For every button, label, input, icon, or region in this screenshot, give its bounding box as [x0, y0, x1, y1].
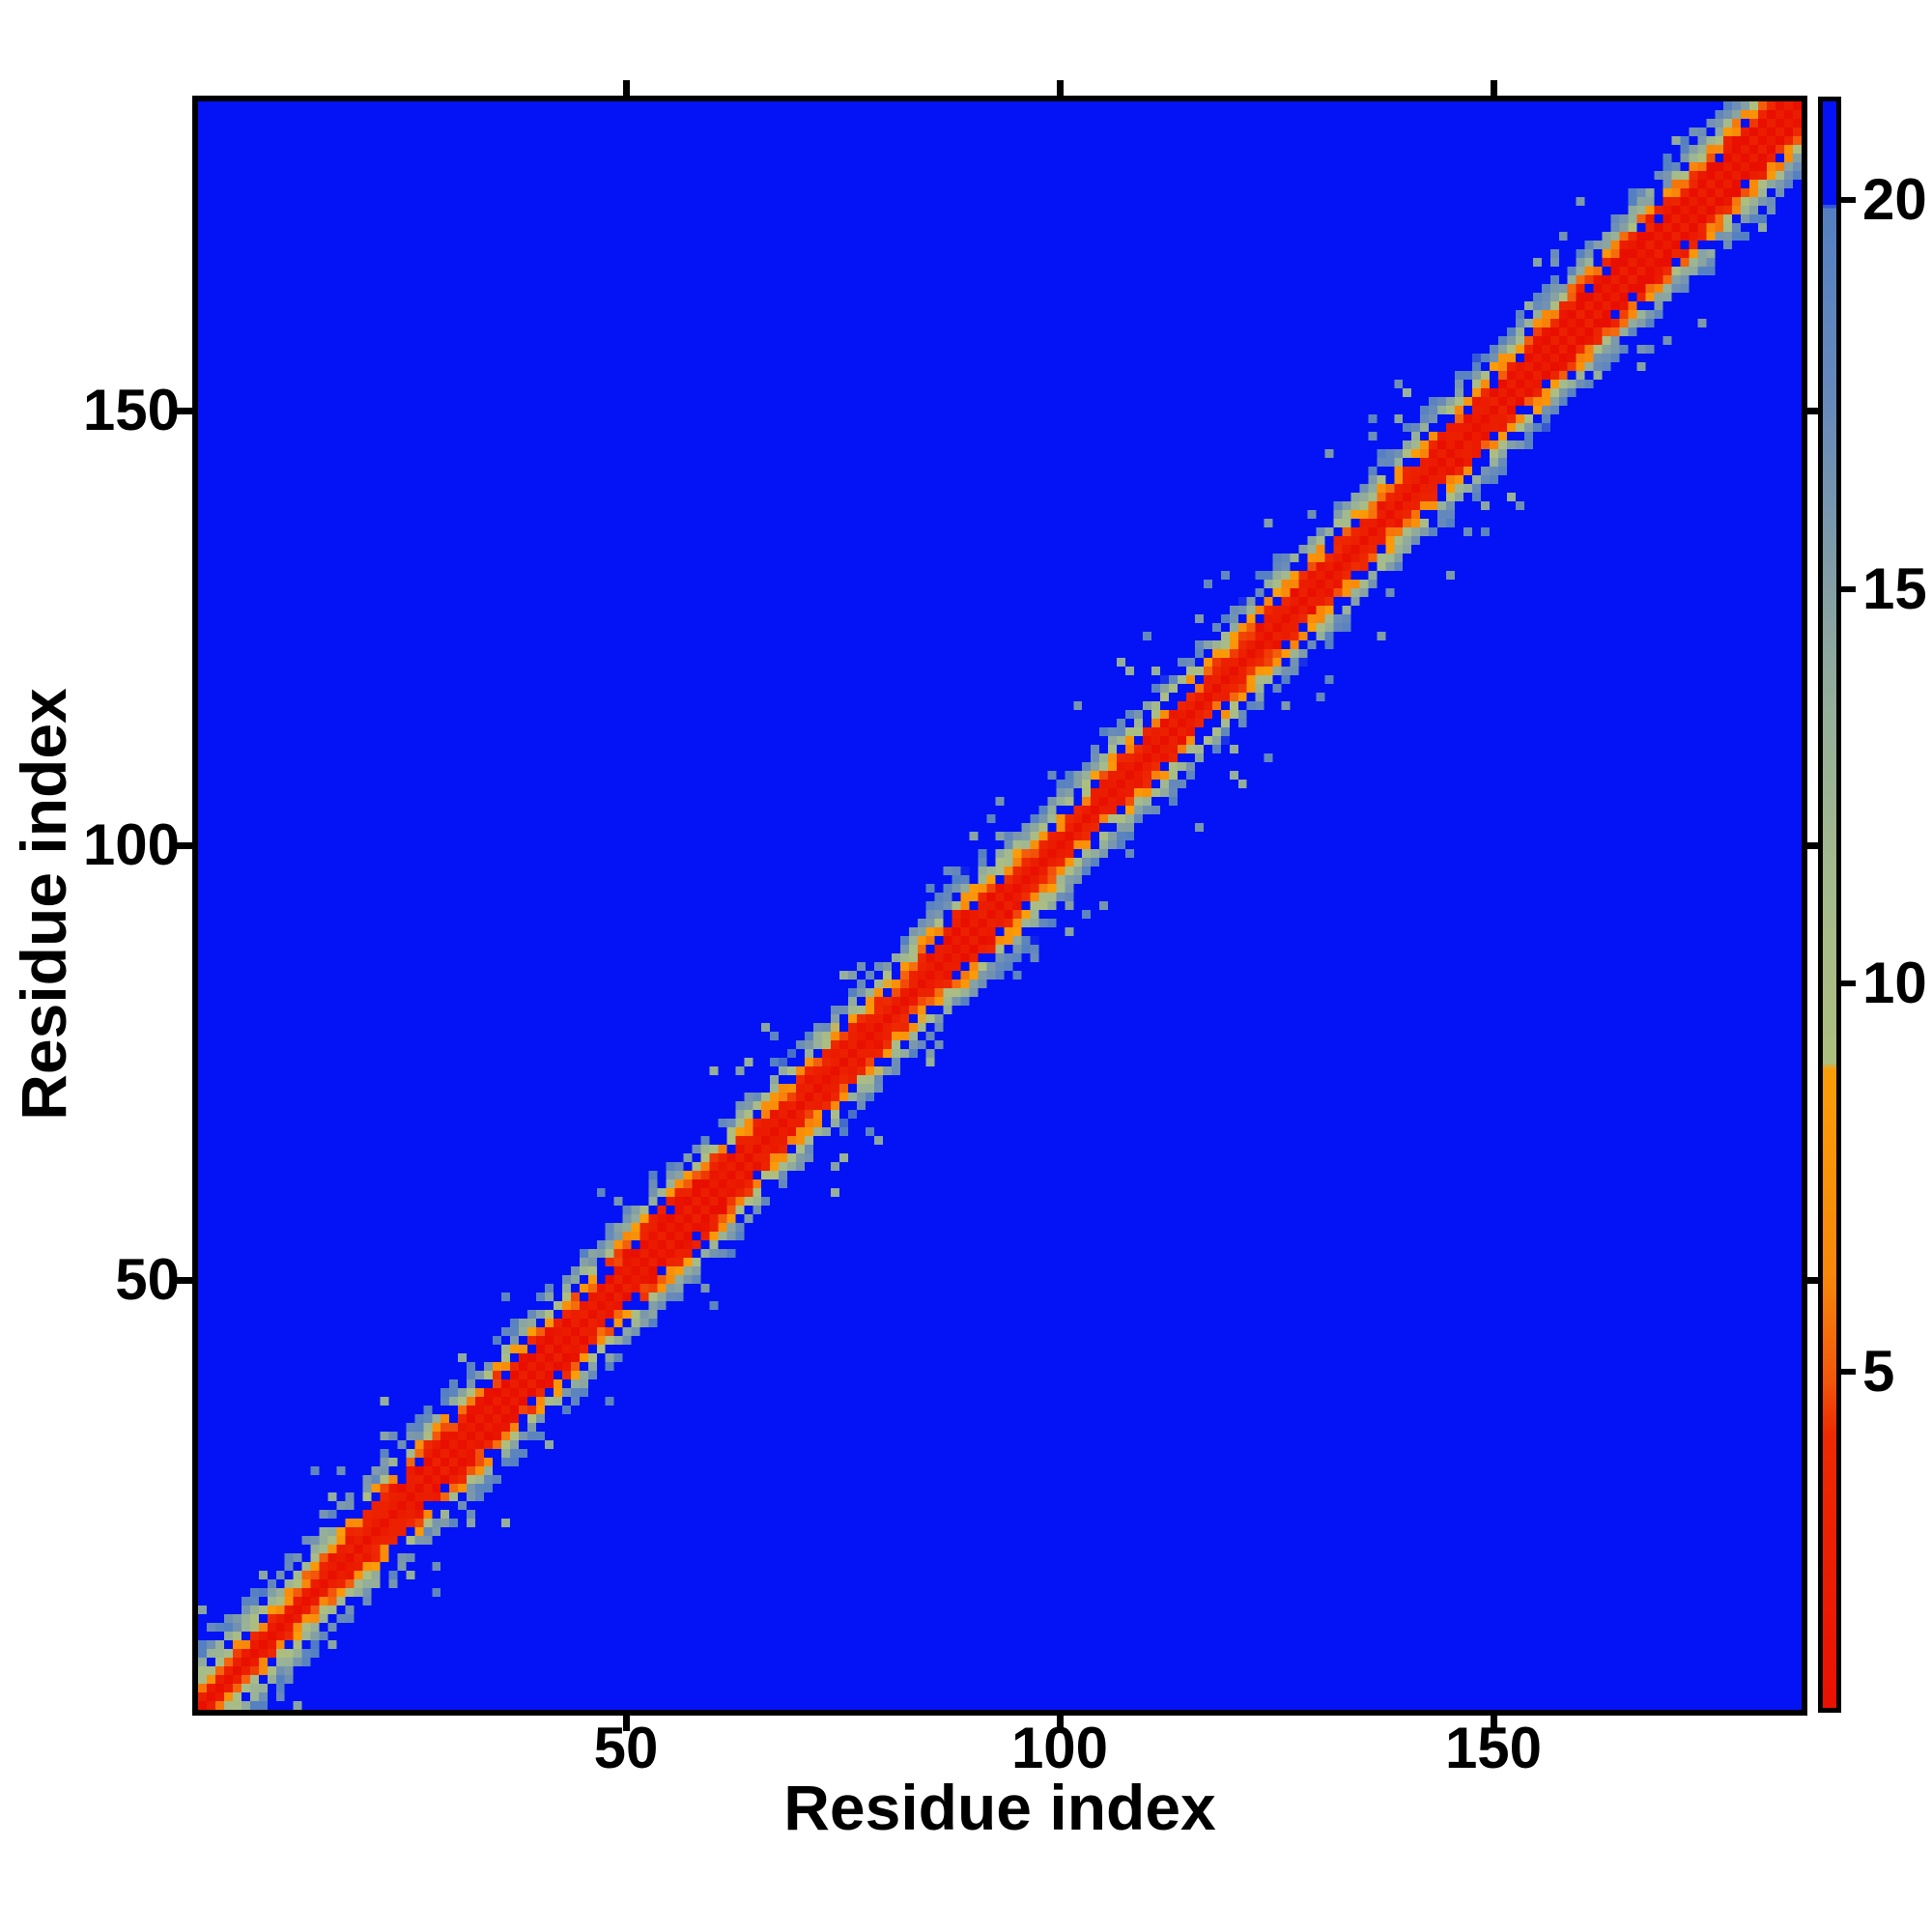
x-tick-mark [1057, 1716, 1064, 1731]
colorbar-canvas [1823, 101, 1836, 1708]
x-tick-mark-top [1491, 80, 1497, 96]
y-tick-mark [177, 1277, 192, 1284]
heatmap-plot-area [192, 96, 1807, 1716]
y-tick-label-100: 100 [82, 812, 180, 877]
y-tick-mark-right [1807, 408, 1823, 414]
colorbar-label-5: 5 [1862, 1339, 1895, 1404]
y-axis-title: Residue index [8, 688, 79, 1121]
x-tick-mark-top [623, 80, 630, 96]
colorbar-tick-mark [1841, 197, 1856, 203]
colorbar-label-10: 10 [1862, 951, 1927, 1015]
y-tick-mark-right [1807, 842, 1823, 849]
colorbar-tick-mark [1841, 1369, 1856, 1375]
x-tick-mark-top [1057, 80, 1064, 96]
y-tick-label-50: 50 [115, 1247, 180, 1312]
y-tick-label-150: 150 [82, 378, 180, 442]
x-axis-title: Residue index [783, 1772, 1216, 1843]
colorbar-label-15: 15 [1862, 556, 1927, 621]
y-tick-mark [177, 408, 192, 414]
colorbar-tick-mark [1841, 980, 1856, 986]
colorbar-label-20: 20 [1862, 167, 1927, 232]
colorbar-tick-mark [1841, 586, 1856, 592]
x-tick-mark [1491, 1716, 1497, 1731]
y-tick-mark-right [1807, 1277, 1823, 1284]
heatmap-canvas [198, 101, 1802, 1710]
y-tick-mark [177, 842, 192, 849]
x-tick-mark [623, 1716, 630, 1731]
colorbar [1818, 97, 1841, 1713]
